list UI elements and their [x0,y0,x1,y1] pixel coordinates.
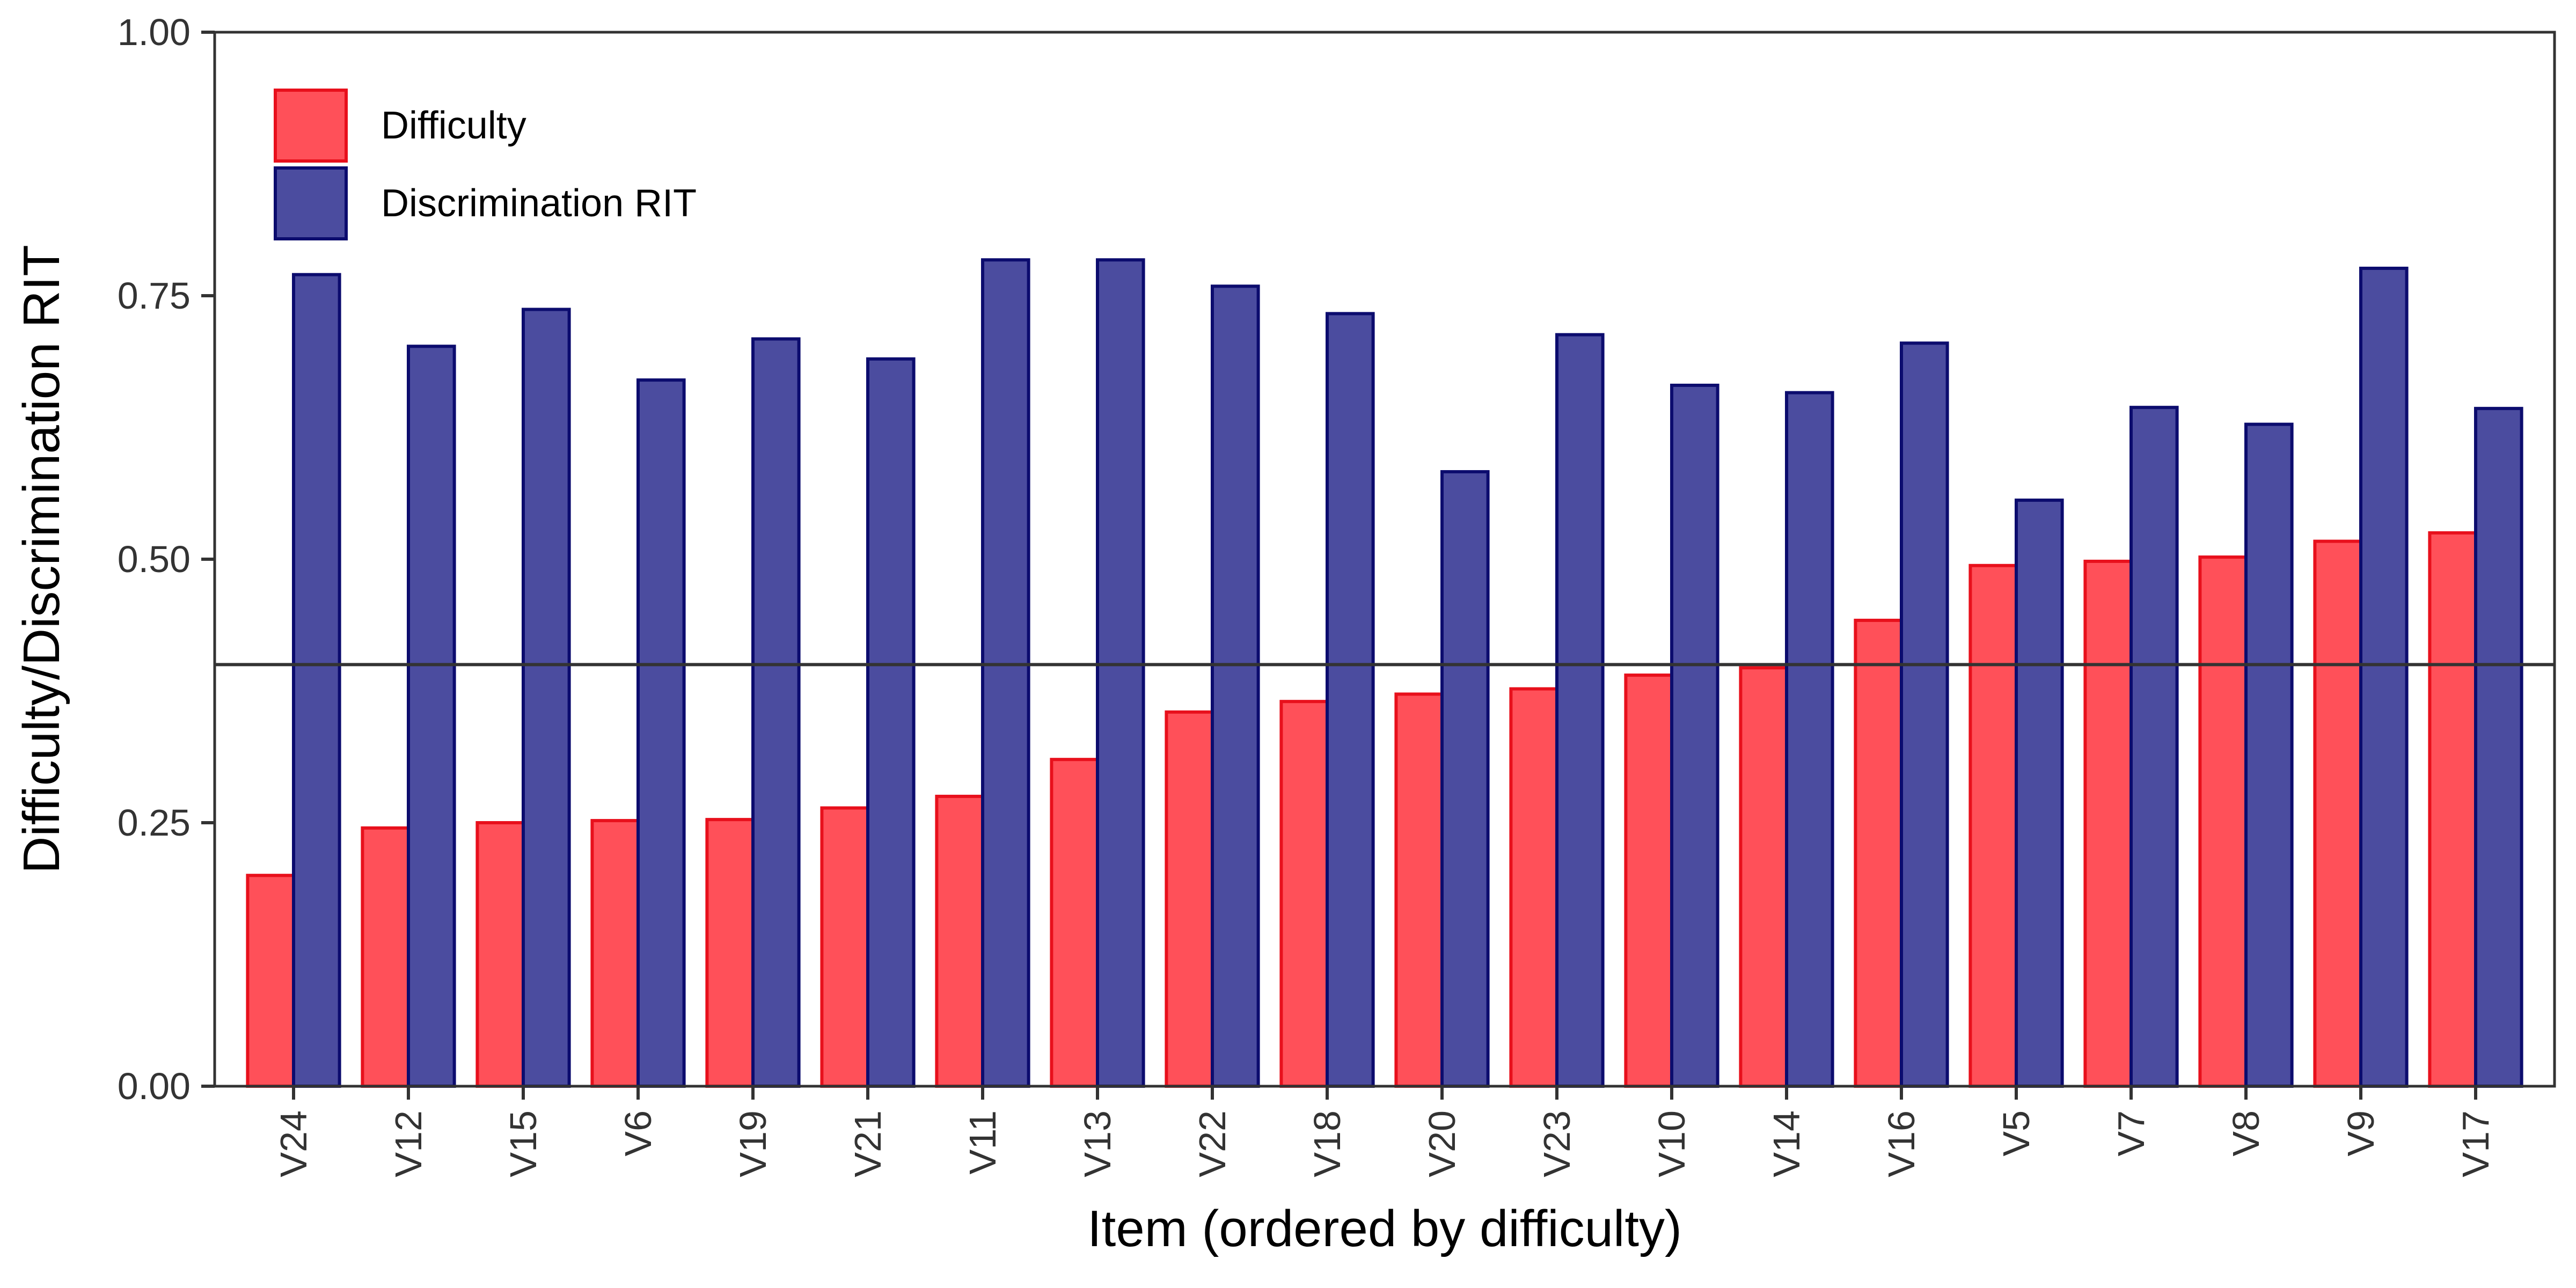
bar-discrimination-V18 [1326,312,1375,1088]
bar-discrimination-V6 [636,378,686,1088]
x-tick-label: V11 [962,1110,1004,1174]
bar-discrimination-V5 [2015,499,2064,1088]
x-tick-label: V5 [1995,1110,2037,1157]
x-tick-label: V14 [1766,1110,1807,1177]
bar-difficulty-V12 [361,826,411,1088]
x-tick-label: V19 [732,1110,774,1177]
y-tick-label: 0.75 [118,275,191,317]
y-tick-label: 1.00 [118,11,191,53]
y-axis: 0.00 0.25 0.50 0.75 1.00 [118,11,215,1107]
bar-difficulty-V8 [2198,555,2248,1088]
bar-discrimination-V8 [2244,422,2294,1088]
bar-discrimination-V15 [522,308,571,1088]
legend-key-difficulty [274,89,348,163]
bar-discrimination-V7 [2129,406,2179,1088]
bar-difficulty-V13 [1050,758,1100,1088]
bar-discrimination-V19 [751,337,801,1088]
x-tick-label: V24 [273,1110,314,1177]
bar-discrimination-V16 [1900,341,1949,1088]
bar-difficulty-V24 [246,874,295,1088]
bar-discrimination-V14 [1785,391,1834,1088]
bar-discrimination-V17 [2474,407,2523,1088]
bar-difficulty-V15 [475,821,525,1088]
bar-difficulty-V16 [1854,618,1903,1088]
bar-difficulty-V21 [820,806,870,1088]
bar-discrimination-V21 [866,357,916,1088]
bar-discrimination-V13 [1096,258,1145,1088]
bar-discrimination-V10 [1670,383,1719,1088]
bar-discrimination-V20 [1440,470,1490,1088]
x-axis: V24 V12 V15 V6 V19 V21 V11 V13 V22 V18 V20 V23 V10 V1… [273,1086,2497,1177]
bar-discrimination-V23 [1555,333,1605,1088]
y-tick-label: 0.50 [118,538,191,580]
bars-layer [246,258,2523,1088]
x-tick-label: V10 [1651,1110,1693,1177]
bar-difficulty-V5 [1968,564,2018,1088]
x-tick-label: V7 [2110,1110,2152,1157]
x-tick-label: V20 [1421,1110,1463,1177]
y-tick-label: 0.00 [118,1065,191,1107]
bar-difficulty-V19 [705,818,755,1088]
bar-difficulty-V11 [935,794,985,1088]
legend-key-discrimination [274,166,348,240]
x-tick-label: V17 [2455,1110,2497,1177]
x-axis-title: Item (ordered by difficulty) [1087,1200,1682,1257]
bar-discrimination-V11 [981,258,1030,1088]
x-tick-label: V12 [387,1110,429,1177]
x-tick-label: V15 [502,1110,544,1177]
bar-discrimination-V24 [292,273,341,1088]
bar-discrimination-V22 [1211,284,1260,1088]
y-tick-label: 0.25 [118,802,191,844]
bar-difficulty-V9 [2313,539,2362,1088]
legend-label-discrimination: Discrimination RIT [381,182,697,225]
legend-label-difficulty: Difficulty [381,104,526,147]
x-tick-label: V23 [1536,1110,1578,1177]
bar-difficulty-V23 [1509,687,1558,1088]
x-tick-label: V18 [1306,1110,1348,1177]
x-tick-label: V22 [1191,1110,1233,1177]
x-tick-label: V6 [617,1110,659,1157]
x-tick-label: V9 [2340,1110,2382,1157]
legend: Difficulty Discrimination RIT [274,89,697,240]
bar-discrimination-V12 [407,345,456,1088]
y-axis-title: Difficulty/Discrimination RIT [13,245,70,874]
bar-difficulty-V6 [590,819,640,1088]
bar-difficulty-V7 [2083,559,2133,1088]
bar-difficulty-V10 [1624,674,1673,1088]
x-tick-label: V13 [1077,1110,1118,1177]
x-tick-label: V21 [847,1110,889,1177]
bar-discrimination-V9 [2359,266,2409,1088]
bar-difficulty-V17 [2428,531,2477,1088]
x-tick-label: V16 [1880,1110,1922,1177]
x-tick-label: V8 [2225,1110,2267,1157]
bar-difficulty-V20 [1394,692,1444,1088]
bar-difficulty-V18 [1279,700,1329,1088]
bar-difficulty-V22 [1165,710,1214,1088]
bar-difficulty-V14 [1739,666,1788,1088]
